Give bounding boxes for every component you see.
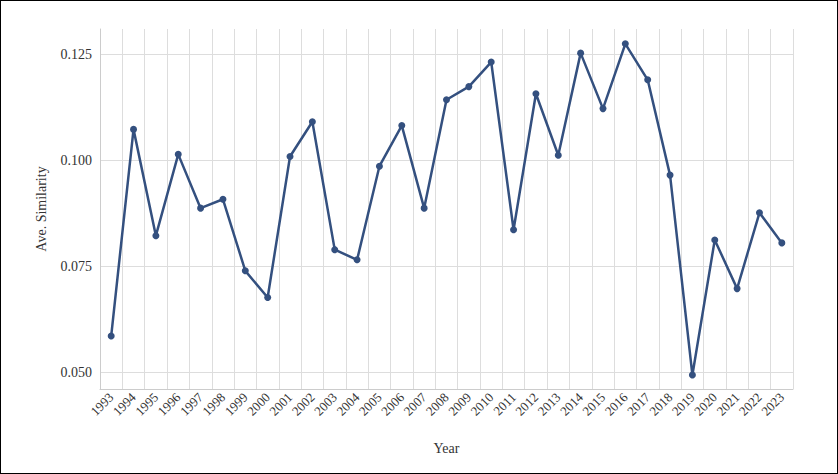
svg-text:2017: 2017 (624, 389, 653, 418)
svg-text:2005: 2005 (356, 390, 385, 419)
svg-text:0.075: 0.075 (61, 259, 93, 274)
svg-text:1994: 1994 (110, 389, 139, 418)
svg-text:1999: 1999 (222, 390, 251, 419)
svg-text:2001: 2001 (266, 390, 295, 419)
svg-text:2013: 2013 (535, 390, 564, 419)
svg-text:2008: 2008 (423, 390, 452, 419)
svg-text:2006: 2006 (378, 389, 407, 418)
svg-text:1998: 1998 (199, 390, 228, 419)
svg-text:2021: 2021 (713, 390, 742, 419)
svg-text:2020: 2020 (691, 390, 720, 419)
svg-text:2018: 2018 (646, 390, 675, 419)
svg-text:2004: 2004 (333, 389, 362, 418)
svg-text:2007: 2007 (400, 389, 429, 418)
svg-text:2000: 2000 (244, 390, 273, 419)
svg-text:2002: 2002 (289, 390, 318, 419)
svg-text:2022: 2022 (736, 390, 765, 419)
svg-text:0.050: 0.050 (61, 365, 93, 380)
svg-text:2011: 2011 (490, 390, 519, 419)
svg-text:1993: 1993 (88, 390, 117, 419)
svg-text:2023: 2023 (758, 390, 787, 419)
svg-text:2012: 2012 (512, 390, 541, 419)
svg-text:2015: 2015 (579, 390, 608, 419)
svg-text:0.125: 0.125 (61, 47, 93, 62)
svg-text:1997: 1997 (177, 389, 206, 418)
svg-text:Year: Year (434, 441, 460, 456)
svg-text:2019: 2019 (669, 390, 698, 419)
svg-text:1996: 1996 (155, 389, 184, 418)
svg-text:2014: 2014 (557, 389, 586, 418)
svg-text:Ave. Similarity: Ave. Similarity (34, 166, 49, 251)
svg-text:2003: 2003 (311, 390, 340, 419)
svg-text:1995: 1995 (132, 390, 161, 419)
svg-text:0.100: 0.100 (61, 153, 93, 168)
svg-text:2016: 2016 (602, 389, 631, 418)
svg-text:2010: 2010 (468, 390, 497, 419)
svg-text:2009: 2009 (445, 390, 474, 419)
